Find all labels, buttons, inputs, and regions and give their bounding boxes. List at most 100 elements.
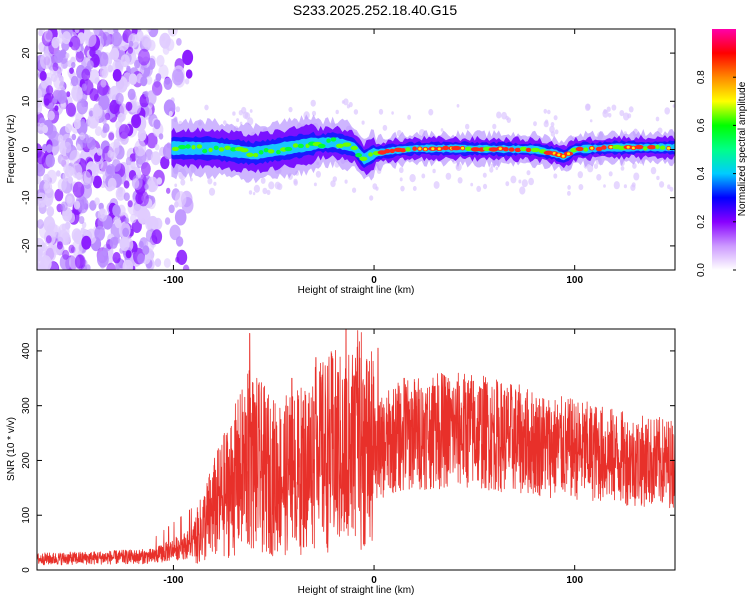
colorbar-tick-label: 0.8 — [696, 70, 707, 84]
noise-speckle — [163, 99, 176, 116]
noise-speckle — [153, 119, 161, 130]
noise-speckle — [52, 62, 59, 72]
ridge-core-blob — [399, 148, 406, 153]
ridge-core-blob — [326, 138, 331, 143]
faint-speckle — [623, 184, 628, 189]
noise-speckle — [148, 29, 159, 38]
faint-speckle — [608, 171, 613, 177]
noise-speckle — [58, 140, 65, 149]
noise-speckle — [47, 110, 55, 121]
noise-speckle — [125, 250, 132, 259]
ridge-core-blob — [465, 146, 472, 151]
noise-speckle — [76, 196, 89, 214]
faint-speckle — [482, 172, 487, 178]
noise-speckle — [138, 48, 150, 66]
ridge-core-blob — [330, 137, 337, 142]
faint-speckle — [489, 167, 494, 173]
noise-speckle — [71, 61, 76, 69]
faint-speckle — [495, 166, 499, 171]
spectrogram-heatmap — [37, 29, 675, 270]
faint-speckle — [578, 184, 584, 191]
noise-speckle — [66, 102, 76, 117]
faint-speckle — [607, 113, 612, 118]
spectrogram-x-axis-label: Height of straight line (km) — [298, 285, 415, 296]
ridge-core-blob — [196, 144, 203, 149]
noise-speckle — [137, 191, 149, 207]
noise-speckle — [164, 217, 171, 225]
faint-speckle — [505, 181, 510, 187]
noise-speckle — [117, 189, 123, 198]
noise-speckle — [86, 136, 96, 150]
noise-speckle — [93, 29, 103, 36]
faint-speckle — [260, 177, 266, 184]
noise-speckle — [66, 195, 73, 204]
ridge-core-blob — [240, 148, 249, 153]
ridge-core-blob — [355, 153, 362, 158]
noise-speckle — [122, 72, 132, 85]
faint-speckle — [274, 181, 281, 190]
noise-speckle — [158, 133, 164, 140]
noise-speckle — [46, 225, 51, 232]
ridge-core-blob — [178, 144, 187, 150]
noise-speckle — [138, 240, 144, 249]
faint-speckle — [528, 177, 534, 186]
ridge-core-blob — [292, 143, 299, 148]
ridge-core-blob — [350, 145, 358, 151]
noise-speckle — [184, 78, 190, 85]
faint-speckle — [208, 187, 216, 196]
noise-speckle — [119, 236, 130, 251]
noise-speckle — [160, 156, 170, 170]
noise-speckle — [134, 59, 141, 69]
faint-speckle — [633, 172, 640, 181]
noise-speckle — [174, 209, 187, 226]
faint-speckle — [213, 181, 217, 186]
faint-speckle — [400, 185, 405, 192]
noise-speckle — [137, 172, 142, 178]
ridge-peak-blob — [418, 147, 422, 151]
noise-speckle — [65, 52, 70, 59]
faint-speckle — [378, 108, 384, 115]
noise-speckle — [142, 245, 150, 255]
noise-speckle — [37, 219, 44, 229]
faint-speckle — [672, 104, 675, 108]
faint-speckle — [315, 170, 321, 178]
noise-speckle — [78, 216, 85, 224]
noise-speckle — [80, 170, 92, 186]
ridge-peak-blob — [566, 152, 571, 156]
faint-speckle — [268, 181, 275, 190]
faint-speckle — [596, 174, 602, 181]
noise-speckle — [92, 175, 102, 189]
faint-speckle — [293, 180, 298, 186]
faint-speckle — [412, 186, 417, 191]
ridge-core-blob — [488, 147, 499, 152]
noise-speckle — [137, 253, 145, 265]
noise-speckle — [38, 248, 44, 256]
faint-speckle — [252, 192, 256, 196]
noise-speckle — [144, 183, 149, 190]
noise-speckle — [72, 87, 83, 103]
noise-speckle — [127, 200, 133, 208]
noise-speckle — [111, 31, 122, 47]
noise-speckle — [46, 206, 55, 217]
noise-speckle — [175, 191, 187, 208]
noise-speckle — [126, 65, 131, 72]
faint-speckle — [585, 103, 591, 110]
noise-speckle — [39, 70, 47, 81]
noise-speckle — [54, 188, 64, 202]
colorbar-tick-label: 0.4 — [696, 166, 707, 180]
noise-speckle — [159, 32, 171, 49]
noise-speckle — [51, 36, 60, 49]
noise-speckle — [81, 68, 91, 81]
faint-speckle — [352, 187, 357, 193]
noise-speckle — [123, 192, 130, 201]
noise-speckle — [130, 161, 136, 169]
snr-x-tick-label: -100 — [163, 575, 183, 586]
faint-speckle — [550, 131, 556, 137]
noise-speckle — [71, 133, 77, 141]
noise-speckle — [168, 110, 173, 117]
noise-speckle — [79, 139, 87, 149]
faint-speckle — [313, 182, 317, 187]
ridge-core-blob — [213, 145, 219, 150]
